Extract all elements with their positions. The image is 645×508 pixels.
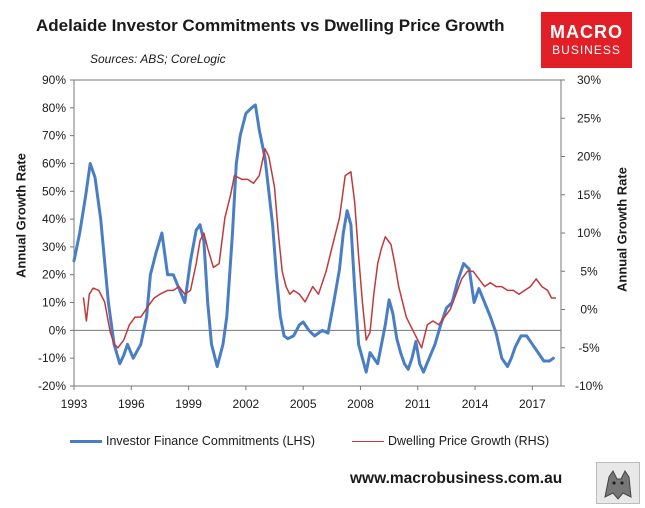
- x-tick-label: 2014: [462, 397, 489, 411]
- x-tick-label: 2005: [290, 397, 317, 411]
- x-tick-label: 2011: [405, 397, 431, 411]
- x-tick-label: 2002: [233, 397, 260, 411]
- logo-line-2: BUSINESS: [552, 43, 621, 57]
- y-right-tick-label: -10%: [575, 379, 603, 393]
- y-left-tick-label: 40%: [42, 212, 66, 226]
- legend-item-investor: Investor Finance Commitments (LHS): [70, 434, 315, 448]
- y-left-tick-label: 70%: [42, 129, 66, 143]
- y-right-tick-label: 20%: [577, 150, 601, 164]
- plot-frame: [73, 79, 562, 387]
- y-left-tick-label: 50%: [42, 184, 66, 198]
- y-left-tick-label: -20%: [38, 379, 66, 393]
- y-right-tick-label: 10%: [577, 226, 601, 240]
- y-left-tick-label: 60%: [42, 156, 66, 170]
- legend-swatch-investor: [70, 439, 102, 443]
- legend-item-price: Dwelling Price Growth (RHS): [352, 434, 549, 448]
- x-tick-label: 2017: [519, 397, 546, 411]
- y-left-tick-label: 30%: [42, 240, 66, 254]
- x-tick-label: 1996: [118, 397, 145, 411]
- x-tick-label: 1993: [61, 397, 88, 411]
- y-right-tick-label: 30%: [577, 73, 601, 87]
- x-tick-label: 1999: [175, 397, 202, 411]
- chart-subtitle: Sources: ABS; CoreLogic: [90, 52, 226, 66]
- logo-line-1: MACRO: [550, 22, 623, 42]
- y-left-tick-label: 20%: [42, 268, 66, 282]
- legend-label-investor: Investor Finance Commitments (LHS): [106, 434, 316, 448]
- y-right-tick-label: 15%: [577, 188, 601, 202]
- y-right-tick-label: 0%: [580, 303, 598, 317]
- y-right-tick-label: 5%: [580, 264, 598, 278]
- website-url: www.macrobusiness.com.au: [350, 470, 563, 487]
- wolf-emblem-image: [596, 462, 640, 504]
- y-left-tick-label: 10%: [42, 296, 66, 310]
- y-right-tick-label: -5%: [578, 341, 600, 355]
- legend-swatch-price: [352, 440, 384, 442]
- chart-title: Adelaide Investor Commitments vs Dwellin…: [36, 16, 505, 35]
- y-left-tick-label: -10%: [38, 351, 66, 365]
- y-right-tick-label: 25%: [577, 111, 601, 125]
- series-line-investor-commitments: [72, 103, 555, 374]
- series-line-dwelling-price-growth: [82, 148, 557, 349]
- y-left-tick-label: 90%: [42, 73, 66, 87]
- x-tick-label: 2008: [347, 397, 374, 411]
- legend-label-price: Dwelling Price Growth (RHS): [388, 434, 550, 448]
- y-left-tick-label: 80%: [42, 101, 66, 115]
- y-left-tick-label: 0%: [49, 323, 67, 337]
- macrobusiness-logo: MACRO BUSINESS: [541, 12, 632, 68]
